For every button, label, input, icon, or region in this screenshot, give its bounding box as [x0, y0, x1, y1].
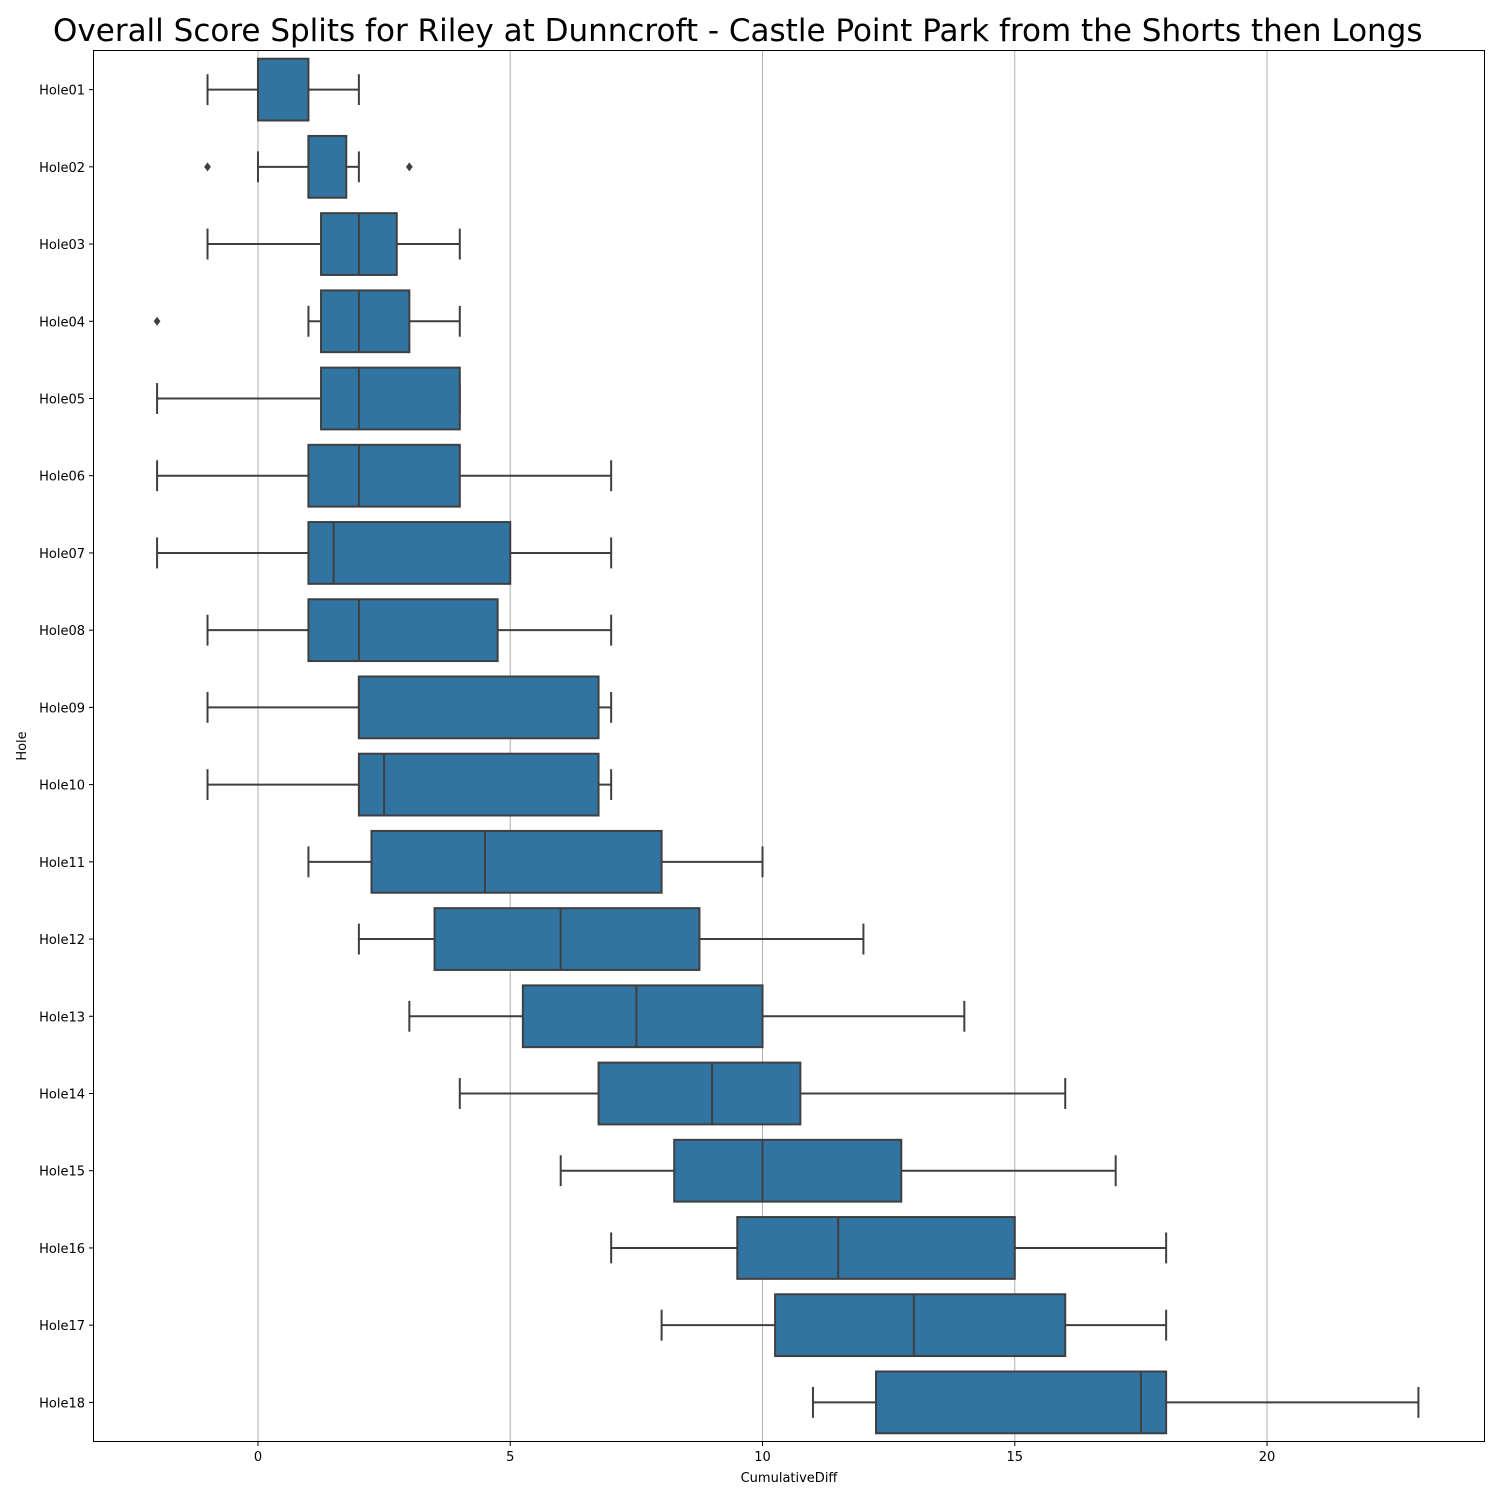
box-body [433, 907, 701, 971]
box-hole15 [559, 1138, 1117, 1203]
box-hole13 [408, 984, 966, 1049]
y-tick-label: Hole01 [39, 84, 85, 99]
y-tick-label: Hole11 [39, 856, 85, 871]
tick-layer: 0 5 10 15 20 Hole01 Hole02 Hole03 Hole04 Hole05 Ho… [39, 84, 1275, 1465]
box-hole01 [206, 57, 360, 122]
x-axis-label: CumulativeDiff [741, 1471, 839, 1486]
box-body [875, 1370, 1168, 1435]
x-tick-label: 5 [506, 1450, 514, 1465]
y-tick-label: Hole17 [39, 1319, 85, 1334]
box-body [307, 443, 461, 508]
box-hole02 [204, 134, 413, 199]
y-tick-label: Hole18 [39, 1396, 85, 1411]
box-hole05 [156, 366, 461, 431]
box-body [370, 829, 663, 894]
y-tick-label: Hole16 [39, 1242, 85, 1257]
grid-layer [257, 51, 1268, 1441]
box-hole16 [610, 1216, 1168, 1280]
y-tick-label: Hole10 [39, 779, 85, 794]
y-tick-label: Hole12 [39, 933, 85, 948]
box-body [736, 1216, 1016, 1280]
plot-frame [93, 50, 1485, 1442]
box-hole12 [357, 907, 865, 971]
y-tick-label: Hole14 [39, 1088, 85, 1103]
box-hole07 [156, 521, 613, 585]
outlier-point [204, 162, 211, 172]
box-body [357, 675, 600, 740]
box-hole18 [811, 1370, 1420, 1435]
y-tick-label: Hole03 [39, 238, 85, 253]
y-tick-label: Hole09 [39, 701, 85, 716]
box-body [320, 289, 411, 354]
box-body [597, 1061, 802, 1126]
outlier-point [405, 162, 413, 172]
box-hole06 [156, 443, 613, 508]
y-tick-label: Hole05 [39, 393, 85, 408]
box-body [256, 57, 310, 122]
x-tick-label: 20 [1259, 1450, 1276, 1465]
box-body [673, 1138, 903, 1203]
box-body [307, 598, 499, 663]
box-hole08 [206, 598, 613, 663]
box-hole03 [206, 212, 461, 276]
y-tick-label: Hole15 [39, 1165, 85, 1180]
x-tick-label: 10 [754, 1450, 771, 1465]
y-tick-label: Hole06 [39, 470, 85, 485]
box-hole17 [660, 1293, 1168, 1358]
y-axis-label: Hole [15, 731, 30, 760]
y-tick-label: Hole04 [39, 315, 85, 330]
box-hole09 [206, 675, 613, 740]
box-layer [153, 57, 1420, 1435]
box-hole14 [458, 1061, 1067, 1126]
chart-title: Overall Score Splits for Riley at Dunncr… [53, 13, 1423, 49]
box-hole10 [206, 752, 613, 817]
y-tick-label: Hole07 [39, 547, 85, 562]
x-tick-label: 15 [1007, 1450, 1024, 1465]
y-tick-label: Hole02 [39, 161, 85, 176]
box-body [521, 984, 764, 1049]
box-body [774, 1293, 1067, 1358]
box-body [357, 752, 600, 817]
y-tick-label: Hole13 [39, 1010, 85, 1025]
outlier-point [153, 316, 161, 326]
x-tick-label: 0 [254, 1450, 262, 1465]
y-tick-label: Hole08 [39, 624, 85, 639]
box-body [307, 134, 348, 199]
box-body [307, 521, 512, 585]
box-hole11 [307, 829, 764, 894]
box-hole04 [153, 289, 461, 354]
box-body [320, 366, 461, 431]
